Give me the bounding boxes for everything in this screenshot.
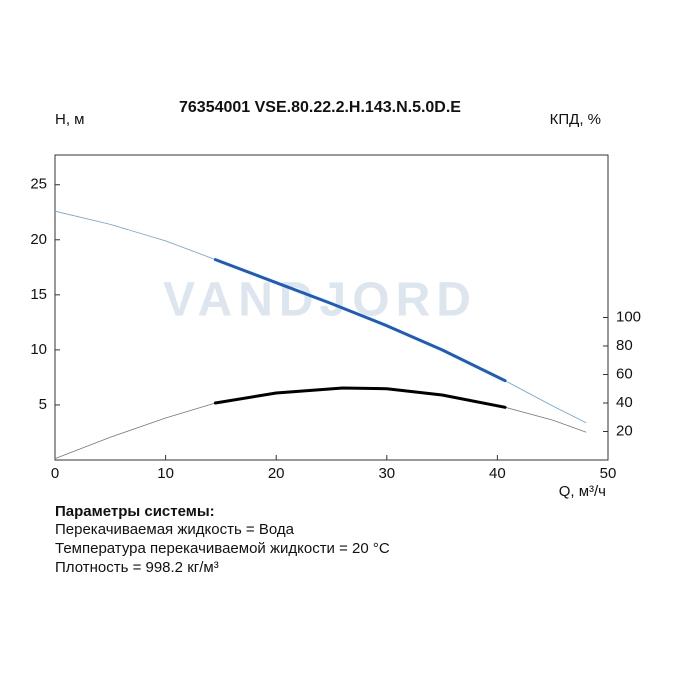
notes-line: Плотность = 998.2 кг/м³ [55,559,219,576]
plot-frame [54,154,609,461]
y2-tick-label: 100 [616,308,641,325]
y-tick-label: 10 [30,341,47,358]
curve [213,258,507,383]
chart-title: 76354001 VSE.80.22.2.H.143.N.5.0D.E [179,99,461,116]
y-tick-label: 20 [30,231,47,248]
y2-tick-label: 20 [616,422,633,439]
y2-tick-label: 80 [616,337,633,354]
y-tick-label: 25 [30,176,47,193]
y2-tick-label: 40 [616,394,633,411]
x-tick-label: 0 [51,465,59,482]
curve [54,387,587,459]
notes-heading: Параметры системы: [55,503,215,520]
notes-line: Температура перекачиваемой жидкости = 20… [55,540,390,557]
y-tick-label: 5 [39,396,47,413]
x-tick-label: 10 [157,465,174,482]
y2-tick-label: 60 [616,365,633,382]
x-tick-label: 40 [489,465,506,482]
y-tick-label: 15 [30,286,47,303]
x-axis-label: Q, м³/ч [559,483,606,500]
x-tick-label: 50 [600,465,617,482]
watermark: VANDJORD [163,274,477,327]
y2-axis-label: КПД, % [550,111,601,128]
curve [213,386,507,409]
y-axis-label: H, м [55,111,84,128]
x-tick-label: 30 [378,465,395,482]
notes-line: Перекачиваемая жидкость = Вода [55,521,295,538]
x-tick-label: 20 [268,465,285,482]
